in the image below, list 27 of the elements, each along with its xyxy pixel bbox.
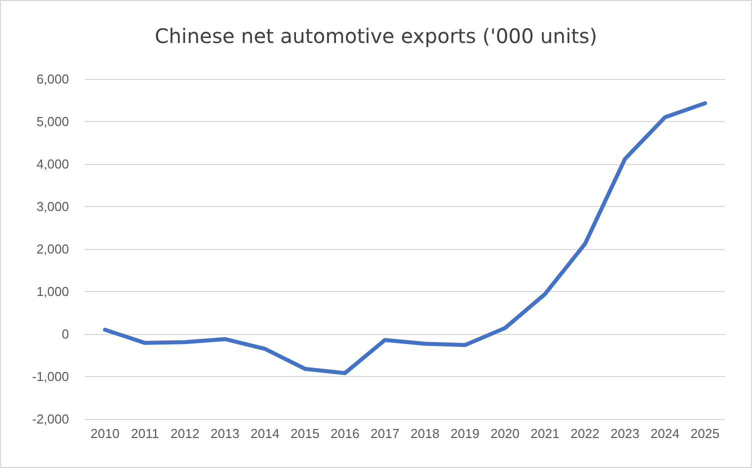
y-tick-label: 1,000 [36,284,69,299]
chart-title: Chinese net automotive exports ('000 units) [154,24,598,48]
x-tick-label: 2024 [650,426,680,441]
y-tick-label: -1,000 [32,369,69,384]
x-tick-label: 2018 [410,426,440,441]
y-tick-label: -2,000 [32,412,69,426]
y-tick-label: 4,000 [36,156,69,172]
x-tick-label: 2015 [290,426,320,441]
x-tick-label: 2021 [530,426,560,441]
y-tick-label: 3,000 [36,199,69,214]
x-tick-label: 2013 [210,426,240,441]
x-tick-label: 2011 [131,426,159,441]
y-tick-label: 2,000 [36,242,69,256]
x-tick-label: 2025 [690,426,720,441]
y-tick-label: 6,000 [36,72,69,86]
x-tick-label: 2010 [90,426,120,441]
x-tick-label: 2016 [330,426,360,441]
x-tick-label: 2017 [370,426,400,441]
x-tick-label: 2022 [570,426,600,441]
x-tick-label: 2019 [450,426,480,441]
y-tick-label: 5,000 [36,114,69,129]
x-tick-label: 2020 [490,426,520,441]
x-tick-label: 2012 [170,426,200,441]
y-tick-label: 0 [62,326,69,342]
line-series [103,101,707,376]
x-tick-label: 2014 [250,426,280,441]
x-tick-label: 2023 [610,426,640,441]
